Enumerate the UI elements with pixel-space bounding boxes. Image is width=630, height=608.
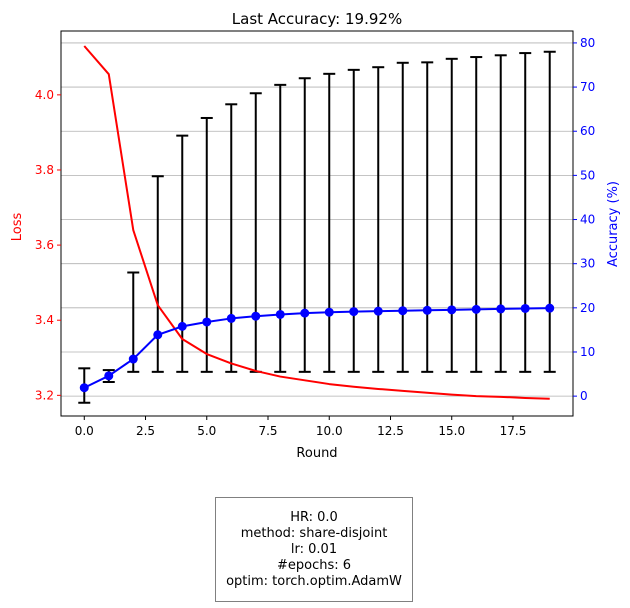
accuracy-point bbox=[398, 306, 408, 316]
accuracy-point bbox=[496, 304, 506, 314]
accuracy-point bbox=[324, 307, 334, 317]
accuracy-point bbox=[79, 383, 89, 393]
accuracy-point bbox=[177, 321, 187, 331]
accuracy-point bbox=[128, 354, 138, 364]
x-tick-label: 10.0 bbox=[316, 424, 343, 438]
error-bars bbox=[78, 50, 556, 404]
accuracy-point bbox=[373, 306, 383, 316]
info-line-hr: HR: 0.0 bbox=[290, 509, 338, 525]
accuracy-point bbox=[349, 307, 359, 317]
info-line-epochs: #epochs: 6 bbox=[276, 557, 352, 573]
y-right-tick-label: 70 bbox=[580, 80, 595, 94]
y-right-tick-label: 30 bbox=[580, 257, 595, 271]
y-right-tick-label: 10 bbox=[580, 345, 595, 359]
y-right-tick-label: 20 bbox=[580, 301, 595, 315]
x-tick-label: 17.5 bbox=[500, 424, 527, 438]
accuracy-point bbox=[471, 304, 481, 314]
y-left-tick-label: 3.6 bbox=[35, 238, 54, 252]
y-right-tick-label: 0 bbox=[580, 389, 588, 403]
x-tick-label: 0.0 bbox=[75, 424, 94, 438]
y-right-tick-label: 80 bbox=[580, 36, 595, 50]
accuracy-point bbox=[251, 311, 261, 321]
accuracy-point bbox=[422, 305, 432, 315]
x-tick-label: 7.5 bbox=[258, 424, 277, 438]
hyperparameter-info-box: HR: 0.0 method: share-disjoint lr: 0.01 … bbox=[215, 497, 413, 602]
y-right-tick-label: 50 bbox=[580, 168, 595, 182]
x-axis-label: Round bbox=[296, 446, 337, 461]
y-left-tick-label: 3.2 bbox=[35, 388, 54, 402]
x-tick-label: 12.5 bbox=[377, 424, 404, 438]
accuracy-point bbox=[202, 317, 212, 327]
info-line-optim: optim: torch.optim.AdamW bbox=[226, 573, 402, 589]
accuracy-point bbox=[545, 303, 555, 313]
plot-frame bbox=[60, 30, 574, 417]
accuracy-point bbox=[520, 303, 530, 313]
accuracy-point bbox=[153, 330, 163, 340]
y-left-tick-label: 3.4 bbox=[35, 313, 54, 327]
y-left-axis-label: Loss bbox=[10, 213, 25, 242]
loss-line bbox=[83, 45, 550, 400]
accuracy-point bbox=[104, 371, 114, 381]
x-tick-label: 15.0 bbox=[438, 424, 465, 438]
accuracy-point bbox=[226, 313, 236, 323]
y-left-tick-label: 4.0 bbox=[35, 88, 54, 102]
accuracy-point bbox=[300, 308, 310, 318]
accuracy-point bbox=[447, 305, 457, 315]
series bbox=[79, 45, 555, 400]
accuracy-point bbox=[275, 309, 285, 319]
grid-lines bbox=[61, 42, 573, 397]
y-left-tick-label: 3.8 bbox=[35, 163, 54, 177]
x-tick-label: 2.5 bbox=[136, 424, 155, 438]
info-line-method: method: share-disjoint bbox=[240, 525, 388, 541]
chart: 0.0 2.5 5.0 7.5 10.0 12.5 15.0 17.5 3.2 3.4 3.6 3.8… bbox=[10, 10, 621, 461]
info-line-lr: lr: 0.01 bbox=[290, 541, 338, 557]
x-tick-label: 5.0 bbox=[197, 424, 216, 438]
y-right-tick-label: 60 bbox=[580, 124, 595, 138]
chart-title: Last Accuracy: 19.92% bbox=[232, 10, 402, 28]
y-right-axis-label: Accuracy (%) bbox=[606, 181, 621, 267]
y-right-tick-label: 40 bbox=[580, 213, 595, 227]
accuracy-line bbox=[83, 307, 550, 389]
axes: 0.0 2.5 5.0 7.5 10.0 12.5 15.0 17.5 3.2 3.4 3.6 3.8… bbox=[35, 36, 595, 438]
